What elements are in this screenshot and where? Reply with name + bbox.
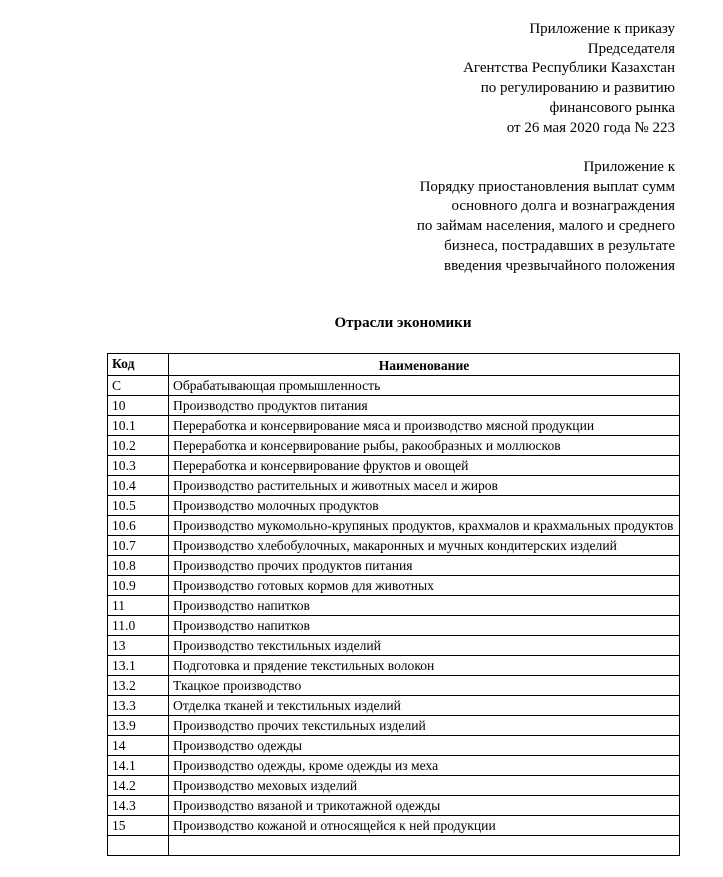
code-cell: 13.1 [107, 655, 169, 676]
header-line: Приложение к приказу [529, 21, 675, 37]
code-cell: 15 [107, 815, 169, 836]
code-cell: C [107, 375, 169, 396]
page-title: Отрасли экономики [334, 315, 472, 331]
code-cell: 14 [107, 735, 169, 756]
header-line: бизнеса, пострадавших в результате [444, 237, 675, 254]
column-header-name: Наименование [168, 353, 680, 376]
header-line: по займам населения, малого и среднего [416, 218, 675, 235]
name-cell: Производство одежды, кроме одежды из мех… [168, 755, 680, 776]
name-cell: Производство меховых изделий [168, 775, 680, 796]
column-header-code: Код [107, 353, 169, 376]
code-cell: 11 [107, 595, 169, 616]
header-line: по регулированию и развитию [480, 80, 675, 97]
table-row: 10.5 Производство молочных продуктов [107, 495, 680, 516]
header-line: Порядку приостановления выплат сумм [419, 178, 675, 195]
header-line: Приложение к [583, 159, 675, 175]
industries-table: Код Наименование C Обрабатывающая промышл… [107, 353, 680, 856]
name-cell: Производство напитков [168, 595, 680, 616]
name-cell: Производство текстильных изделий [168, 635, 680, 656]
header-line: финансового рынка [549, 99, 675, 116]
table-row: 10.8 Производство прочих продуктов питани… [107, 555, 680, 576]
name-cell: Обрабатывающая промышленность [168, 375, 680, 396]
code-cell: 10.9 [107, 575, 169, 596]
code-cell: 13 [107, 635, 169, 656]
code-cell: 14.1 [107, 755, 169, 776]
code-cell: 10.3 [107, 455, 169, 476]
code-cell [107, 835, 169, 856]
table-row: 10.2 Переработка и консервирование рыбы, … [107, 435, 680, 456]
table-row: 10.4 Производство растительных и животных… [107, 475, 680, 496]
code-cell: 10.7 [107, 535, 169, 556]
header-line: Агентства Республики Казахстан [463, 60, 675, 77]
header-line: основного долга и вознаграждения [451, 198, 675, 215]
name-cell: Подготовка и прядение текстильных волоко… [168, 655, 680, 676]
code-cell: 11.0 [107, 615, 169, 636]
table-row: 10.6 Производство мукомольно-крупяных про… [107, 515, 680, 536]
table-row-continuation [107, 835, 680, 856]
name-cell: Производство продуктов питания [168, 395, 680, 416]
name-cell: Производство напитков [168, 615, 680, 636]
header-line: введения чрезвычайного положения [443, 257, 675, 274]
code-cell: 14.3 [107, 795, 169, 816]
name-cell: Переработка и консервирование рыбы, рако… [168, 435, 680, 456]
table-row: 14.3 Производство вязаной и трикотажной о… [107, 795, 680, 816]
name-cell: Производство хлебобулочных, макаронных и… [168, 535, 680, 556]
name-cell: Производство растительных и животных мас… [168, 475, 680, 496]
table-row: 10.9 Производство готовых кормов для живо… [107, 575, 680, 596]
order-appendix-header: Приложение к приказу Председателя Агентств… [463, 20, 675, 138]
name-cell: Производство кожаной и относящейся к ней… [168, 815, 680, 836]
header-line: от 26 мая 2020 года № 223 [506, 119, 675, 136]
name-cell: Производство прочих текстильных изделий [168, 715, 680, 736]
name-cell: Производство вязаной и трикотажной одежд… [168, 795, 680, 816]
table-row: 14 Производство одежды [107, 735, 680, 756]
name-cell: Производство одежды [168, 735, 680, 756]
table-row: 10.3 Переработка и консервирование фрукто… [107, 455, 680, 476]
name-cell: Производство молочных продуктов [168, 495, 680, 516]
table-row: 10 Производство продуктов питания [107, 395, 680, 416]
table-row: 11 Производство напитков [107, 595, 680, 616]
code-cell: 13.9 [107, 715, 169, 736]
code-cell: 10.8 [107, 555, 169, 576]
name-cell: Производство прочих продуктов питания [168, 555, 680, 576]
code-cell: 13.3 [107, 695, 169, 716]
table-row: C Обрабатывающая промышленность [107, 375, 680, 396]
code-cell: 10.4 [107, 475, 169, 496]
table-row: 10.1 Переработка и консервирование мяса и… [107, 415, 680, 436]
procedure-appendix-header: Приложение к Порядку приостановления выпл… [417, 158, 675, 276]
table-row: 13.9 Производство прочих текстильных изде… [107, 715, 680, 736]
name-cell: Переработка и консервирование мяса и про… [168, 415, 680, 436]
name-cell: Производство мукомольно-крупяных продукт… [168, 515, 680, 536]
table-row: 13.1 Подготовка и прядение текстильных во… [107, 655, 680, 676]
name-cell: Производство готовых кормов для животных [168, 575, 680, 596]
table-row: 13 Производство текстильных изделий [107, 635, 680, 656]
name-cell: Отделка тканей и текстильных изделий [168, 695, 680, 716]
name-cell: Переработка и консервирование фруктов и … [168, 455, 680, 476]
table-header-row: Код Наименование [107, 353, 680, 376]
table-row: 15 Производство кожаной и относящейся к н… [107, 815, 680, 836]
table-row: 13.2 Ткацкое производство [107, 675, 680, 696]
table-row: 13.3 Отделка тканей и текстильных изделий [107, 695, 680, 716]
code-cell: 13.2 [107, 675, 169, 696]
name-cell: Ткацкое производство [168, 675, 680, 696]
code-cell: 10.2 [107, 435, 169, 456]
table-row: 14.2 Производство меховых изделий [107, 775, 680, 796]
code-cell: 10.5 [107, 495, 169, 516]
table-row: 10.7 Производство хлебобулочных, макаронн… [107, 535, 680, 556]
table-row: 11.0 Производство напитков [107, 615, 680, 636]
code-cell: 14.2 [107, 775, 169, 796]
code-cell: 10.6 [107, 515, 169, 536]
table-row: 14.1 Производство одежды, кроме одежды из… [107, 755, 680, 776]
name-cell [168, 835, 680, 856]
code-cell: 10.1 [107, 415, 169, 436]
code-cell: 10 [107, 395, 169, 416]
header-line: Председателя [587, 40, 675, 57]
